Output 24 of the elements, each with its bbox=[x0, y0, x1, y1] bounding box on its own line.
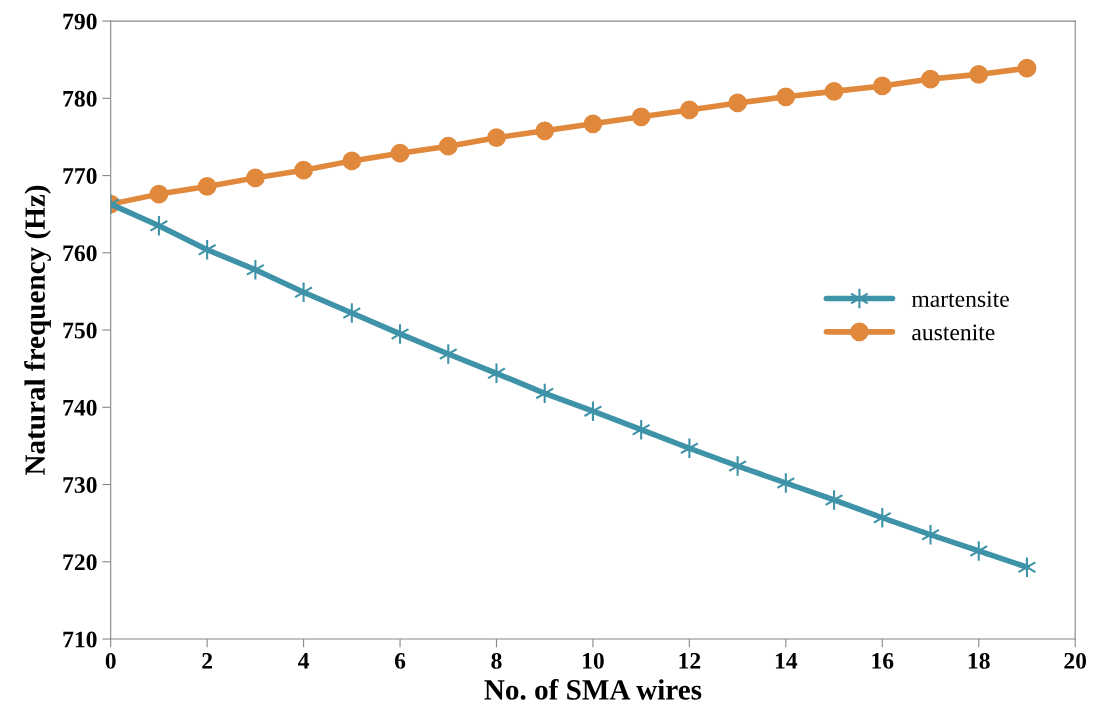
x-tick-label: 4 bbox=[298, 653, 310, 669]
y-tick-label: 790 bbox=[63, 13, 97, 30]
y-tick-label: 760 bbox=[63, 245, 97, 262]
x-tick-label: 12 bbox=[679, 652, 701, 669]
y-tick-label: 780 bbox=[63, 90, 97, 107]
y-tick-label: 730 bbox=[63, 477, 97, 493]
legend-label: austenite bbox=[912, 324, 995, 341]
x-tick-label: 6 bbox=[394, 652, 406, 669]
y-tick-label: 710 bbox=[63, 631, 97, 648]
x-tick-label: 14 bbox=[775, 653, 798, 669]
x-tick-label: 8 bbox=[491, 652, 502, 669]
legend-label: martensite bbox=[911, 291, 1009, 307]
x-tick-label: 16 bbox=[872, 652, 894, 669]
y-tick-label: 720 bbox=[63, 554, 97, 571]
x-tick-label: 2 bbox=[202, 652, 213, 669]
y-tick-label: 770 bbox=[63, 168, 97, 184]
x-tick-label: 18 bbox=[968, 652, 990, 669]
x-axis-title: No. of SMA wires bbox=[484, 678, 702, 700]
y-tick-label: 750 bbox=[63, 322, 97, 339]
x-tick-label: 0 bbox=[105, 652, 116, 669]
y-axis-title: Natural frequency (Hz) bbox=[24, 185, 51, 476]
y-tick-label: 740 bbox=[63, 399, 97, 416]
x-tick-label: 10 bbox=[583, 652, 604, 669]
x-tick-label: 20 bbox=[1064, 652, 1087, 669]
